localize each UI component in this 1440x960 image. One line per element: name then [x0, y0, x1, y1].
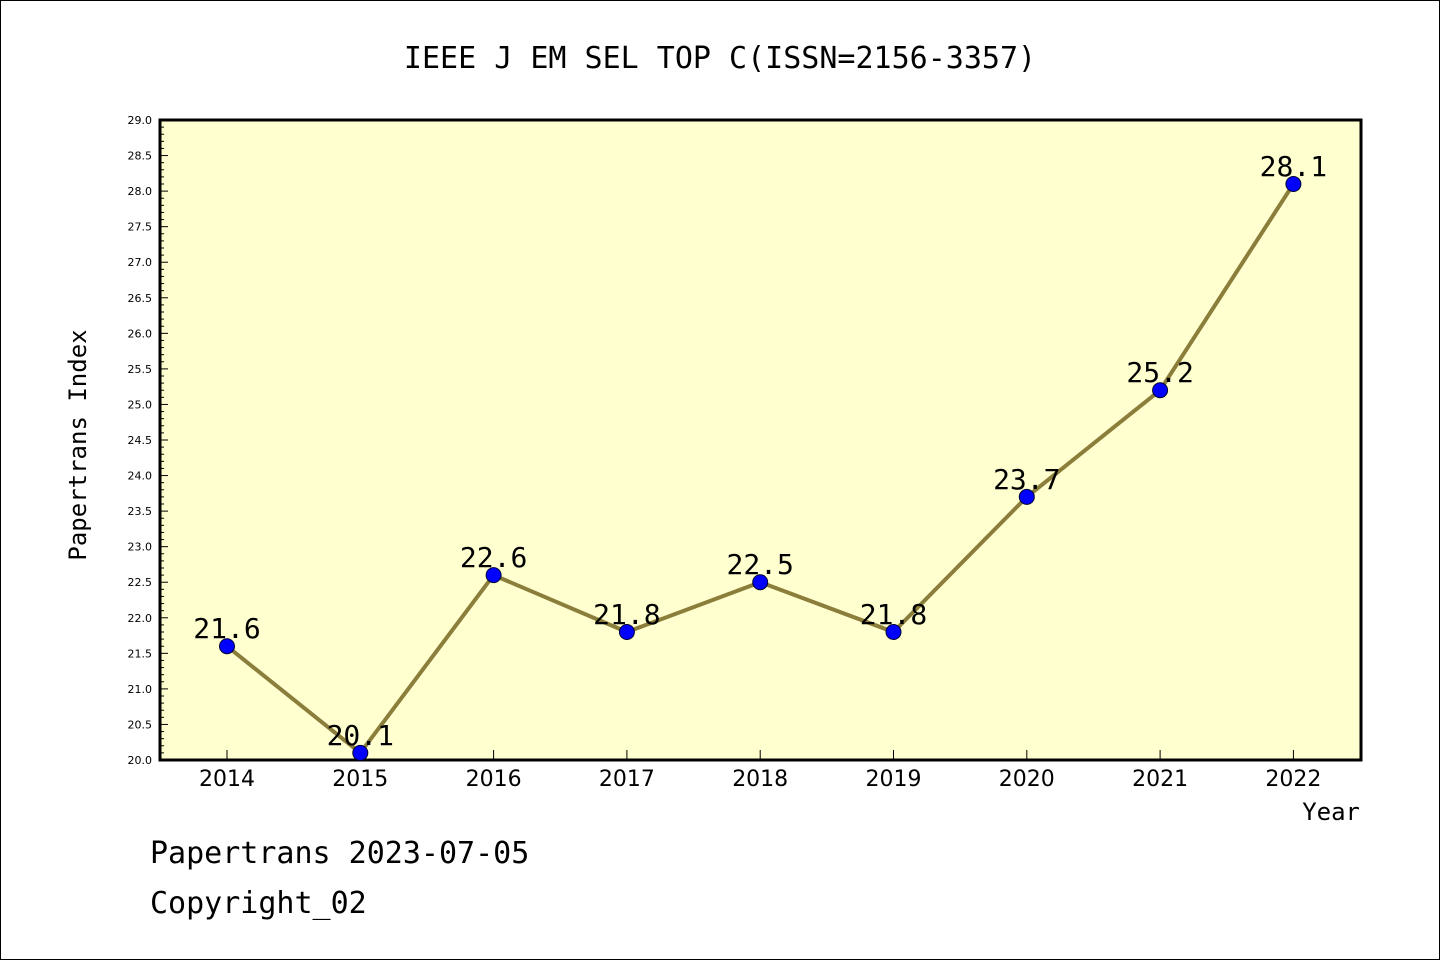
x-tick-label: 2019: [866, 767, 922, 792]
data-point: [1018, 488, 1035, 505]
y-tick-label: 27.5: [128, 221, 153, 234]
x-tick-label: 2018: [732, 767, 788, 792]
y-tick-label: 26.5: [128, 292, 153, 305]
x-axis-label: Year: [1302, 798, 1360, 826]
x-tick-label: 2020: [999, 767, 1055, 792]
x-tick-label: 2022: [1265, 767, 1321, 792]
y-tick-label: 26.0: [128, 327, 153, 340]
data-label: 22.5: [726, 548, 793, 581]
data-point: [618, 624, 635, 640]
data-label: 23.7: [993, 463, 1060, 496]
data-point: [485, 567, 502, 584]
data-point: [1152, 382, 1169, 399]
y-tick-label: 22.0: [128, 612, 153, 625]
y-tick-label: 28.0: [128, 185, 153, 198]
x-tick-label: 2014: [199, 767, 255, 792]
data-label: 25.2: [1126, 356, 1193, 389]
data-label: 20.1: [327, 719, 394, 752]
data-label: 28.1: [1260, 150, 1327, 183]
y-tick-label: 27.0: [128, 256, 153, 269]
y-tick-label: 22.5: [128, 576, 153, 589]
data-point: [1285, 176, 1302, 192]
y-tick-label: 23.0: [128, 541, 153, 554]
footer-date: Papertrans 2023-07-05: [150, 836, 530, 871]
data-point: [219, 638, 235, 655]
data-point: [885, 624, 902, 640]
y-axis: 20.0 20.5 21.0 21.5 22.0 22.5 23.0 23.5 24.0 24.5…: [128, 114, 168, 767]
y-tick-label: 21.0: [128, 683, 153, 696]
y-tick-label: 28.5: [128, 150, 153, 163]
data-points: [219, 176, 1302, 761]
x-tick-label: 2017: [599, 767, 655, 792]
data-label: 21.8: [860, 598, 927, 631]
y-axis-label: Papertrans Index: [64, 329, 92, 560]
data-label: 21.6: [193, 612, 260, 645]
chart-title: IEEE J EM SEL TOP C(ISSN=2156-3357): [404, 41, 1036, 76]
data-point: [752, 574, 769, 591]
x-tick-label: 2015: [332, 767, 388, 792]
data-labels: 21.6 20.1 22.6 21.8 22.5 21.8 23.7 25.2 28.1: [193, 150, 1327, 752]
data-point: [352, 744, 369, 761]
footer-copyright: Copyright_02: [150, 886, 367, 921]
y-tick-label: 24.5: [128, 434, 153, 447]
y-tick-label: 23.5: [128, 505, 153, 518]
y-tick-label: 29.0: [128, 114, 153, 127]
y-tick-label: 25.5: [128, 363, 153, 376]
data-label: 22.6: [460, 541, 527, 574]
y-tick-label: 20.0: [128, 754, 153, 767]
x-tick-label: 2016: [466, 767, 522, 792]
data-label: 21.8: [593, 598, 660, 631]
y-tick-label: 25.0: [128, 398, 153, 411]
x-axis: 2014 2015 2016 2017 2018 2019 2020 2021 2022: [199, 750, 1321, 792]
y-tick-label: 20.5: [128, 718, 153, 731]
plot-area: [158, 118, 1363, 762]
y-tick-label: 24.0: [128, 470, 153, 483]
x-tick-label: 2021: [1132, 767, 1188, 792]
y-tick-label: 21.5: [128, 647, 153, 660]
